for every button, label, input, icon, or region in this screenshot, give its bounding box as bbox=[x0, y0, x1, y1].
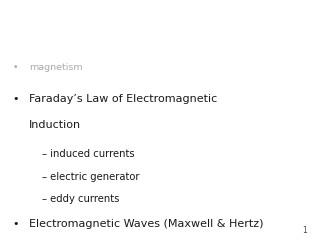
Text: 1: 1 bbox=[302, 226, 307, 235]
Text: – electric generator: – electric generator bbox=[42, 172, 139, 182]
Text: magnetism: magnetism bbox=[29, 63, 83, 72]
Text: •: • bbox=[13, 63, 18, 72]
Text: Induction: Induction bbox=[29, 120, 81, 130]
Text: •: • bbox=[13, 94, 19, 104]
Text: •: • bbox=[13, 219, 19, 229]
Text: Faraday’s Law of Electromagnetic: Faraday’s Law of Electromagnetic bbox=[29, 94, 217, 104]
Text: L 28 Electricity and Magnetism [6]: L 28 Electricity and Magnetism [6] bbox=[10, 18, 286, 32]
Text: – eddy currents: – eddy currents bbox=[42, 194, 119, 204]
Text: Electromagnetic Waves (Maxwell & Hertz): Electromagnetic Waves (Maxwell & Hertz) bbox=[29, 219, 263, 229]
Text: – induced currents: – induced currents bbox=[42, 149, 134, 159]
